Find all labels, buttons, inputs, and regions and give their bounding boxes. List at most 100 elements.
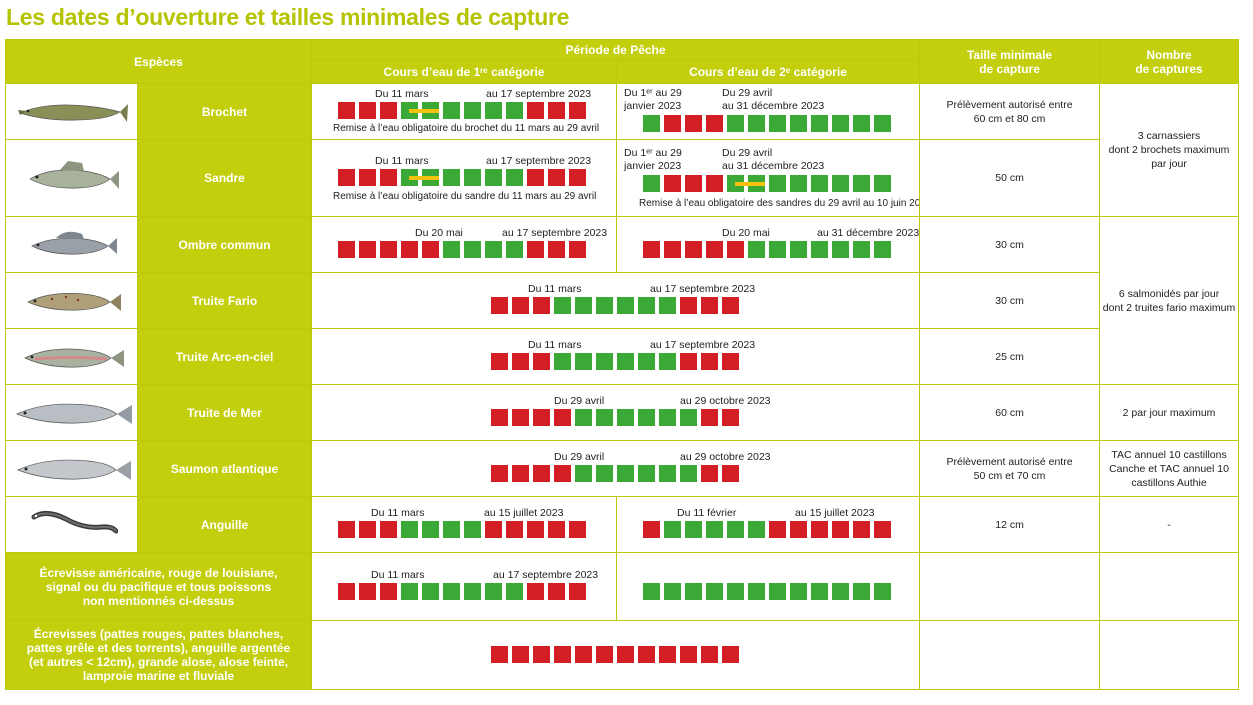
closed-month [548, 169, 566, 186]
open-month [638, 353, 656, 370]
species-line2: pattes grêle et des torrents), anguille … [26, 641, 291, 655]
open-month [443, 521, 461, 538]
count-value: TAC annuel 10 castillons Canche et TAC a… [1099, 440, 1240, 497]
species-line3: non mentionnés ci-dessus [82, 593, 235, 608]
date-to: au 17 septembre 2023 [650, 339, 756, 351]
open-month [575, 465, 593, 482]
closed-month [664, 241, 682, 258]
header-period: Période de Pêche [311, 39, 921, 60]
date-from: Du 20 mai [722, 227, 770, 239]
date-from: Du 11 mars [528, 339, 582, 351]
note: Remise à l’eau obligatoire du brochet du… [333, 123, 600, 134]
calendar-bar [338, 102, 587, 119]
table-row: Anguille Du 11 mars au 15 juillet 2023 D… [5, 496, 1240, 553]
note: Remise à l’eau obligatoire des sandres d… [639, 198, 920, 209]
species-line3: (et autres < 12cm), grande alose, alose … [28, 655, 289, 669]
period-cat1: Du 11 mars au 17 septembre 2023 [311, 552, 618, 621]
open-month [638, 409, 656, 426]
header-species: Espèces [4, 39, 313, 84]
count-value [1099, 552, 1240, 621]
open-month [464, 521, 482, 538]
closed-month [338, 169, 356, 186]
closed-month [554, 409, 572, 426]
open-month [617, 409, 635, 426]
open-month [643, 583, 661, 600]
closed-month [680, 353, 698, 370]
size-line2: 60 cm et 80 cm [973, 112, 1046, 125]
open-month [617, 297, 635, 314]
header-count: Nombre de captures [1099, 39, 1240, 84]
closed-month [491, 465, 509, 482]
size-value: 50 cm [919, 139, 1101, 217]
open-month [769, 583, 787, 600]
open-month [554, 353, 572, 370]
closed-month [506, 521, 524, 538]
open-month [464, 102, 482, 119]
open-month [401, 583, 419, 600]
table-row: Écrevisses (pattes rouges, pattes blanch… [4, 620, 1240, 690]
header-size-line2: de capture [979, 61, 1040, 76]
open-month [485, 169, 503, 186]
header-count-line1: Nombre [1146, 47, 1192, 62]
sea-trout-icon [15, 403, 132, 424]
period-cat1: Du 11 mars au 15 juillet 2023 [311, 496, 618, 553]
closed-month [643, 521, 661, 538]
brown-trout-icon [26, 292, 121, 311]
open-month [664, 583, 682, 600]
open-month [727, 115, 745, 132]
open-month [575, 409, 593, 426]
date-from: Du 29 avril [554, 451, 605, 463]
open-month [748, 521, 766, 538]
count-carnassiers: 3 carnassiers dont 2 brochets maximum pa… [1099, 83, 1240, 217]
date-from-line1: Du 1ᵉʳ au 29 [624, 87, 682, 99]
species-arc-en-ciel: Truite Arc-en-ciel [136, 328, 313, 385]
open-month [811, 583, 829, 600]
closed-month [491, 353, 509, 370]
closed-month [569, 169, 587, 186]
size-value: Prélèvement autorisé entre 60 cm et 80 c… [919, 83, 1101, 140]
size-value [919, 552, 1101, 621]
closed-month [722, 465, 740, 482]
closed-month [359, 169, 377, 186]
open-month [853, 241, 871, 258]
fish-cell [5, 384, 138, 441]
open-month [853, 583, 871, 600]
size-value: 30 cm [919, 216, 1101, 273]
closed-month [569, 102, 587, 119]
open-month [811, 241, 829, 258]
species-ombre: Ombre commun [136, 216, 313, 273]
closed-month [359, 241, 377, 258]
closed-month [512, 646, 530, 663]
closed-month [533, 646, 551, 663]
release-period-marker [735, 182, 766, 186]
period-full: Du 29 avril au 29 octobre 2023 [311, 440, 921, 497]
size-line1: Prélèvement autorisé entre [946, 455, 1073, 468]
open-month [617, 465, 635, 482]
open-month [443, 169, 461, 186]
open-month [680, 409, 698, 426]
species-brochet: Brochet [136, 83, 313, 140]
closed-month [722, 353, 740, 370]
date-from: Du 11 février [677, 507, 737, 519]
open-month [506, 583, 524, 600]
open-month [617, 353, 635, 370]
closed-month [569, 241, 587, 258]
open-month [769, 241, 787, 258]
open-month [685, 583, 703, 600]
closed-month [722, 297, 740, 314]
open-month [874, 115, 892, 132]
open-month [680, 465, 698, 482]
open-month [506, 169, 524, 186]
open-month [811, 115, 829, 132]
closed-month [338, 102, 356, 119]
period-full: Du 11 mars au 17 septembre 2023 [311, 328, 921, 385]
open-month [485, 102, 503, 119]
calendar-bar [491, 353, 740, 370]
count-line2: dont 2 brochets maximum [1108, 144, 1230, 156]
closed-month [359, 583, 377, 600]
closed-month [853, 521, 871, 538]
calendar-bar [491, 297, 740, 314]
species-line4: lamproie marine et fluviale [82, 669, 235, 683]
period-cat2: Du 11 février au 15 juillet 2023 [616, 496, 921, 553]
closed-month [722, 646, 740, 663]
